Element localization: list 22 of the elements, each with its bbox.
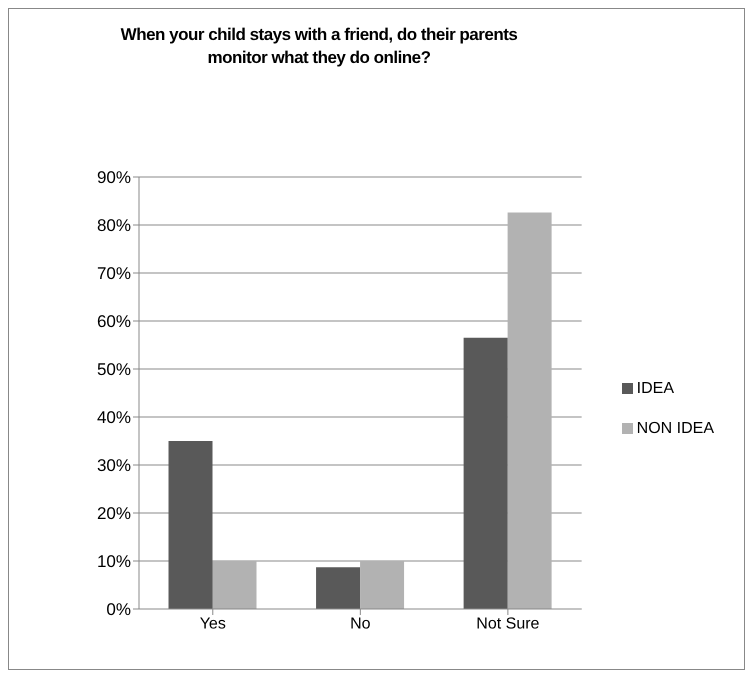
bar [168,441,213,609]
bar [212,561,257,609]
y-tick-label: 0% [106,600,131,620]
legend-label: IDEA [636,380,674,397]
x-tick-label: Yes [200,615,226,632]
y-tick-label: 80% [96,216,131,236]
y-tick-label: 30% [96,456,131,476]
bar [316,567,360,609]
y-tick-label: 70% [96,264,131,284]
chart-title: When your child stays with a friend, do their parents monitor what they do online? [120,24,518,69]
y-tick-label: 60% [96,312,131,332]
legend-label: NON IDEA [636,420,714,437]
x-tick-label: No [350,615,371,632]
bar [464,338,508,609]
y-tick-label: 90% [96,168,131,188]
x-tick-label: Not Sure [476,615,540,632]
bar [508,212,552,609]
y-tick-label: 40% [96,408,131,428]
bar [360,561,404,609]
y-tick-label: 50% [96,360,131,380]
y-tick-label: 20% [96,504,131,524]
y-tick-label: 10% [96,552,131,572]
